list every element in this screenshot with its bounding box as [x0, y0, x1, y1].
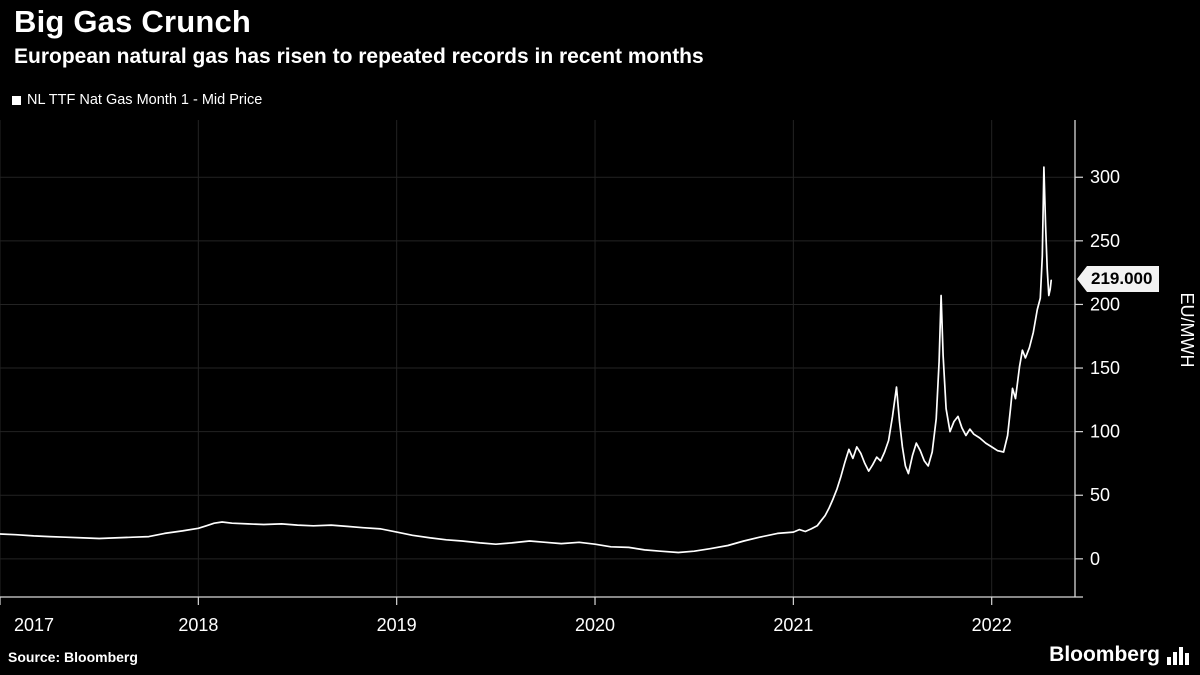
source-label: Source: Bloomberg: [8, 649, 138, 665]
x-tick-label: 2020: [575, 615, 615, 635]
page-title: Big Gas Crunch: [14, 4, 252, 39]
y-tick-label: 150: [1090, 358, 1120, 378]
y-tick-label: 300: [1090, 167, 1120, 187]
bloomberg-logo-icon: [1167, 647, 1189, 665]
legend-label: NL TTF Nat Gas Month 1 - Mid Price: [27, 92, 263, 108]
x-tick-label: 2018: [178, 615, 218, 635]
x-tick-label: 2021: [773, 615, 813, 635]
price-line-series: [0, 166, 1053, 554]
legend: NL TTF Nat Gas Month 1 - Mid Price: [12, 92, 262, 108]
bloomberg-logo: Bloomberg: [1049, 643, 1190, 667]
y-tick-label: 250: [1090, 231, 1120, 251]
x-tick-label: 2017: [14, 615, 54, 635]
bloomberg-wordmark: Bloomberg: [1049, 643, 1160, 666]
legend-swatch-icon: [12, 95, 21, 105]
y-tick-label: 50: [1090, 485, 1110, 505]
chart-subtitle: European natural gas has risen to repeat…: [14, 45, 704, 68]
last-price-flag: 219.000: [1077, 266, 1160, 293]
y-tick-label: 100: [1090, 422, 1120, 442]
y-axis-title: EU/MWH: [1177, 293, 1197, 368]
price-flag-value: 219.000: [1087, 266, 1160, 293]
y-tick-label: 0: [1090, 549, 1100, 569]
x-tick-label: 2022: [972, 615, 1012, 635]
x-tick-label: 2019: [377, 615, 417, 635]
price-flag-arrow-icon: [1077, 266, 1087, 293]
price-line-chart: 0 50 100 150 200 250 300 2017 2018 2019 2020 2021 20…: [0, 120, 1197, 635]
y-tick-label: 200: [1090, 294, 1120, 314]
